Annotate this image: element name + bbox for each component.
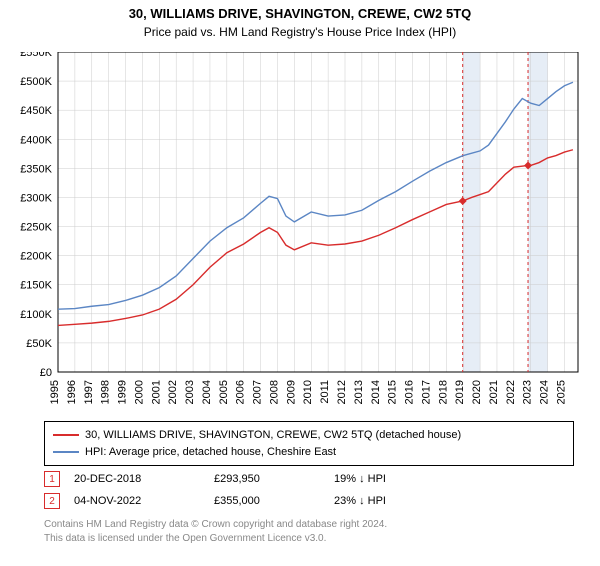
svg-text:2015: 2015 [387,380,399,404]
svg-text:£50K: £50K [26,338,52,350]
svg-text:1998: 1998 [100,380,112,404]
svg-text:2005: 2005 [218,380,230,404]
legend-label: 30, WILLIAMS DRIVE, SHAVINGTON, CREWE, C… [85,427,461,444]
svg-text:2002: 2002 [167,380,179,404]
legend-swatch [53,451,79,453]
svg-text:£500K: £500K [20,76,52,88]
svg-text:£150K: £150K [20,280,52,292]
svg-text:2012: 2012 [336,380,348,404]
legend-swatch [53,434,79,436]
legend-item: 30, WILLIAMS DRIVE, SHAVINGTON, CREWE, C… [53,427,565,444]
svg-text:1995: 1995 [49,380,61,404]
svg-text:£550K: £550K [20,52,52,59]
marker-badge: 1 [44,471,60,487]
svg-text:£350K: £350K [20,163,52,175]
marker-row: 2 04-NOV-2022£355,00023% ↓ HPI [44,490,454,512]
svg-text:£250K: £250K [20,222,52,234]
svg-text:2017: 2017 [420,380,432,404]
svg-text:2001: 2001 [150,380,162,404]
marker-date: 04-NOV-2022 [74,495,214,507]
svg-text:£100K: £100K [20,309,52,321]
svg-text:2023: 2023 [522,380,534,404]
marker-date: 20-DEC-2018 [74,473,214,485]
svg-text:2010: 2010 [302,380,314,404]
chart-title: 30, WILLIAMS DRIVE, SHAVINGTON, CREWE, C… [0,6,600,21]
marker-delta: 19% ↓ HPI [334,473,454,485]
marker-table: 1 20-DEC-2018£293,95019% ↓ HPI 2 04-NOV-202… [44,468,454,512]
svg-text:2011: 2011 [319,380,331,404]
svg-text:2018: 2018 [437,380,449,404]
marker-price: £293,950 [214,473,334,485]
svg-text:2008: 2008 [268,380,280,404]
footer-line-1: Contains HM Land Registry data © Crown c… [44,518,387,532]
chart-subtitle: Price paid vs. HM Land Registry's House … [0,25,600,39]
svg-text:1997: 1997 [83,380,95,404]
svg-text:2004: 2004 [201,380,213,404]
svg-text:2024: 2024 [539,380,551,404]
svg-text:2006: 2006 [235,380,247,404]
legend-label: HPI: Average price, detached house, Ches… [85,444,336,461]
svg-text:2009: 2009 [285,380,297,404]
svg-text:2019: 2019 [454,380,466,404]
svg-text:1999: 1999 [117,380,129,404]
svg-text:£0: £0 [40,367,52,379]
svg-text:2000: 2000 [133,380,145,404]
svg-text:2021: 2021 [488,380,500,404]
svg-text:1996: 1996 [66,380,78,404]
svg-text:2007: 2007 [252,380,264,404]
svg-text:£200K: £200K [20,251,52,263]
svg-text:2013: 2013 [353,380,365,404]
svg-text:2025: 2025 [555,380,567,404]
svg-text:2003: 2003 [184,380,196,404]
chart-plot-area: £0 £50K £100K £150K £200K £250K £300K £350K £400… [10,52,590,412]
marker-badge: 2 [44,493,60,509]
svg-text:£400K: £400K [20,134,52,146]
svg-text:£300K: £300K [20,192,52,204]
svg-text:2022: 2022 [505,380,517,404]
svg-text:2016: 2016 [404,380,416,404]
svg-text:2020: 2020 [471,380,483,404]
svg-text:£450K: £450K [20,105,52,117]
svg-text:2014: 2014 [370,380,382,404]
legend: 30, WILLIAMS DRIVE, SHAVINGTON, CREWE, C… [44,421,574,466]
chart-svg: £0 £50K £100K £150K £200K £250K £300K £350K £400… [10,52,590,412]
marker-delta: 23% ↓ HPI [334,495,454,507]
footer-attribution: Contains HM Land Registry data © Crown c… [44,518,387,545]
chart-container: 30, WILLIAMS DRIVE, SHAVINGTON, CREWE, C… [0,6,600,566]
marker-price: £355,000 [214,495,334,507]
footer-line-2: This data is licensed under the Open Gov… [44,532,387,546]
legend-item: HPI: Average price, detached house, Ches… [53,444,565,461]
marker-row: 1 20-DEC-2018£293,95019% ↓ HPI [44,468,454,490]
